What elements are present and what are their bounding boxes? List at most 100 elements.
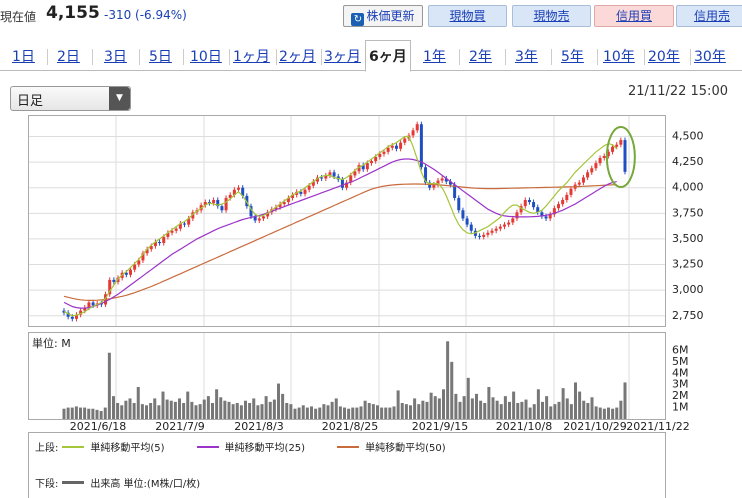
volume-bar <box>178 398 181 419</box>
volume-bar <box>140 404 144 419</box>
candle-body <box>594 163 598 169</box>
candle-body <box>353 171 357 176</box>
volume-bar <box>182 403 186 419</box>
legend-sma5-label: 単純移動平均(5) <box>90 443 165 454</box>
candle-body <box>141 253 145 261</box>
margin-sell-button[interactable]: 信用売 <box>676 5 742 27</box>
volume-bar <box>553 404 557 419</box>
legend-upper-label: 上段: <box>35 443 59 454</box>
volume-bar <box>285 403 289 419</box>
volume-bar <box>83 407 87 419</box>
candle-body <box>137 260 141 265</box>
date-tick-label: 2021/10/8 <box>496 420 552 433</box>
volume-chart-canvas <box>62 333 630 419</box>
volume-bar <box>70 407 74 419</box>
volume-bar <box>479 400 483 419</box>
volume-bar <box>446 341 450 419</box>
sma5-swatch <box>62 445 85 448</box>
volume-bar <box>524 399 528 419</box>
tab-10d[interactable]: 10日 <box>190 49 222 65</box>
tab-1d[interactable]: 1日 <box>12 49 35 65</box>
volume-bar <box>211 403 214 419</box>
date-tick-label: 2021/7/9 <box>155 420 204 433</box>
volume-bar <box>388 407 392 419</box>
candle-body <box>332 172 336 177</box>
candle-body <box>133 264 137 270</box>
tab-6m[interactable]: 6ヶ月 <box>365 40 411 72</box>
volume-bar <box>347 408 351 419</box>
candle-body <box>91 302 95 306</box>
chevron-down-icon[interactable]: ▼ <box>109 87 130 110</box>
tab-5d[interactable]: 5日 <box>149 49 172 65</box>
volume-bar <box>326 405 330 419</box>
update-price-button[interactable]: ↻ 株価更新 <box>343 5 423 27</box>
volume-bar <box>161 391 165 419</box>
sma5-line <box>63 135 618 317</box>
tab-10y[interactable]: 10年 <box>603 49 635 65</box>
candle-body <box>83 307 87 311</box>
cash-buy-button[interactable]: 現物買 <box>428 5 507 27</box>
candle-body <box>465 218 469 225</box>
candle-body <box>291 194 295 198</box>
volume-bar <box>516 403 520 419</box>
candle-body <box>324 175 328 179</box>
candle-body <box>340 179 344 188</box>
candle-body <box>315 177 319 182</box>
candle-body <box>357 165 361 172</box>
tab-2m[interactable]: 2ヶ月 <box>279 49 316 65</box>
candle-body <box>382 151 386 154</box>
margin-buy-button[interactable]: 信用買 <box>594 5 674 27</box>
legend-sma50: 単純移動平均(50) <box>333 439 446 454</box>
volume-bar <box>334 398 338 419</box>
volume-bar <box>132 403 136 419</box>
volume-bar <box>396 390 400 419</box>
date-tick-label: 2021/9/15 <box>412 420 468 433</box>
tab-separator <box>597 49 598 65</box>
volume-bar <box>202 399 206 419</box>
volume-bar <box>417 404 421 419</box>
candle-body <box>507 222 511 225</box>
candle-body <box>453 184 457 198</box>
candle-body <box>586 172 590 178</box>
sma25-line <box>63 158 617 309</box>
volume-bar <box>569 404 573 419</box>
candle-body <box>428 182 432 188</box>
volume-bar <box>128 398 132 419</box>
tab-2d[interactable]: 2日 <box>57 49 80 65</box>
volume-bar <box>272 399 276 419</box>
candle-body <box>112 279 116 282</box>
candle-body <box>183 223 187 225</box>
candle-body <box>540 212 544 217</box>
candle-body <box>581 177 585 183</box>
tab-5y[interactable]: 5年 <box>561 49 584 65</box>
volume-bar <box>264 396 268 419</box>
tab-30y[interactable]: 30年 <box>694 49 726 65</box>
tab-3d[interactable]: 3日 <box>104 49 127 65</box>
tab-1y[interactable]: 1年 <box>423 49 446 65</box>
candle-interval-select[interactable]: 日足 ▼ <box>10 86 131 111</box>
price-tick-label: 2,750 <box>672 309 704 322</box>
candle-body <box>178 223 182 229</box>
tab-separator <box>505 49 506 65</box>
tab-separator <box>551 49 552 65</box>
volume-bar <box>392 406 396 419</box>
tab-2y[interactable]: 2年 <box>469 49 492 65</box>
tab-3m[interactable]: 3ヶ月 <box>324 49 361 65</box>
volume-bar <box>487 387 491 419</box>
date-tick-label: 2021/8/25 <box>322 420 378 433</box>
tab-3y[interactable]: 3年 <box>515 49 538 65</box>
price-tick-label: 4,250 <box>672 155 704 168</box>
volume-bar <box>136 387 140 419</box>
price-y-axis: 4,500 4,250 4,000 3,750 3,500 3,250 3,000 2,750 <box>672 129 704 322</box>
legend-sma25-label: 単純移動平均(25) <box>224 443 306 454</box>
cash-sell-button[interactable]: 現物売 <box>512 5 591 27</box>
candle-body <box>253 216 257 221</box>
candle-body <box>261 216 265 219</box>
candle-body <box>432 184 436 188</box>
volume-bar <box>227 401 231 419</box>
tab-1m[interactable]: 1ヶ月 <box>233 49 270 65</box>
candle-body <box>502 224 506 227</box>
tab-20y[interactable]: 20年 <box>648 49 680 65</box>
volume-unit-label: 単位: M <box>32 337 71 350</box>
candle-body <box>390 145 394 148</box>
